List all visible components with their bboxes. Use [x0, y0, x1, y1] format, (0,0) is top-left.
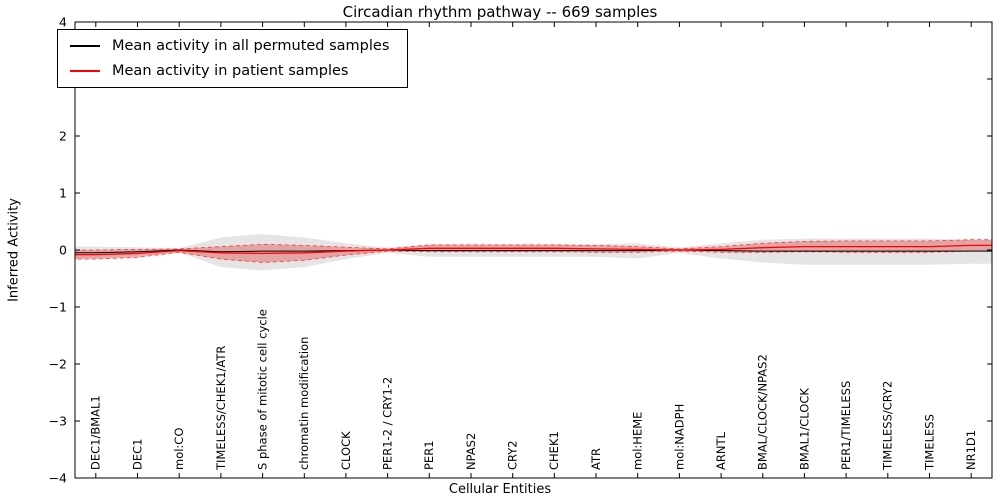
line-permuted-mean [75, 249, 992, 254]
x-tick-label: mol:HEME [631, 412, 645, 470]
x-tick-label: mol:NADPH [672, 404, 686, 470]
legend-item-patient: Mean activity in patient samples [70, 63, 389, 79]
y-tick-label: −1 [49, 299, 67, 314]
x-tick-label: BMAL1/CLOCK [797, 388, 811, 470]
x-tick-label: mol:CO [172, 428, 186, 470]
y-tick-label: −3 [49, 413, 67, 428]
x-tick-label: NR1D1 [964, 430, 978, 470]
x-tick-label: TIMELESS/CRY2 [881, 381, 895, 471]
chart-title: Circadian rhythm pathway -- 669 samples [342, 3, 658, 21]
x-tick-label: DEC1 [130, 439, 144, 470]
legend-label-patient: Mean activity in patient samples [112, 63, 349, 79]
x-axis-label: Cellular Entities [448, 482, 552, 497]
y-tick-label: −4 [49, 470, 67, 485]
x-tick-label: CLOCK [339, 431, 353, 470]
x-tick-label: BMAL/CLOCK/NPAS2 [756, 354, 770, 470]
legend: Mean activity in all permuted samples Me… [57, 29, 409, 88]
y-tick-label: 0 [59, 242, 67, 257]
y-tick-label: 4 [59, 14, 67, 29]
x-tick-label: ARNTL [714, 432, 728, 470]
x-tick-label: NPAS2 [464, 433, 478, 470]
y-tick-label: −2 [49, 356, 67, 371]
x-tick-label: TIMELESS [922, 414, 936, 471]
legend-line-patient-swatch [70, 70, 100, 72]
legend-line-permuted-swatch [70, 45, 100, 47]
legend-label-permuted: Mean activity in all permuted samples [112, 38, 390, 54]
y-axis-label: Inferred Activity [6, 198, 22, 302]
x-tick-label: ATR [589, 448, 603, 470]
x-tick-label: S phase of mitotic cell cycle [256, 309, 270, 470]
line-patient-mean [75, 244, 992, 256]
x-tick-label: PER1-2 / CRY1-2 [381, 377, 395, 470]
legend-item-permuted: Mean activity in all permuted samples [70, 38, 389, 54]
x-tick-label: DEC1/BMAL1 [89, 395, 103, 470]
x-tick-label: PER1 [422, 440, 436, 470]
y-tick-label: 2 [59, 128, 67, 143]
x-tick-label: CHEK1 [547, 431, 561, 470]
y-tick-label: 1 [59, 185, 67, 200]
x-tick-label: PER1/TIMELESS [839, 381, 853, 470]
x-tick-label: chromatin modification [297, 337, 311, 470]
x-tick-label: CRY2 [506, 440, 520, 470]
axes-frame [74, 21, 993, 479]
x-tick-label: TIMELESS/CHEK1/ATR [214, 346, 228, 471]
